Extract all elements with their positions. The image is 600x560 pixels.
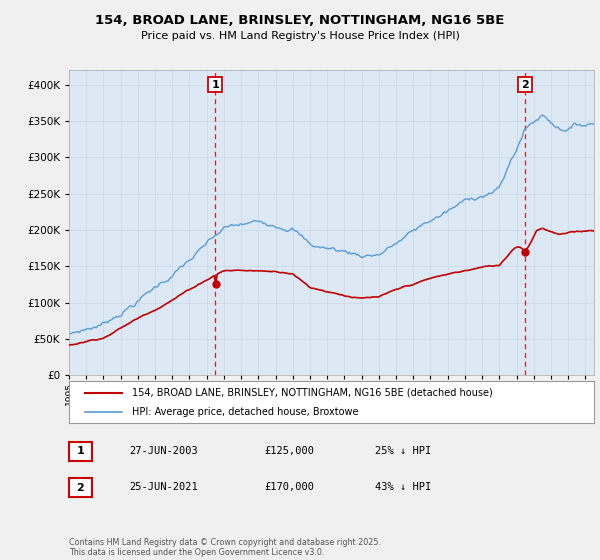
Text: 25% ↓ HPI: 25% ↓ HPI	[375, 446, 431, 456]
Text: 25-JUN-2021: 25-JUN-2021	[129, 482, 198, 492]
Text: 154, BROAD LANE, BRINSLEY, NOTTINGHAM, NG16 5BE (detached house): 154, BROAD LANE, BRINSLEY, NOTTINGHAM, N…	[132, 388, 493, 398]
Text: 27-JUN-2003: 27-JUN-2003	[129, 446, 198, 456]
Text: £170,000: £170,000	[264, 482, 314, 492]
Text: Price paid vs. HM Land Registry's House Price Index (HPI): Price paid vs. HM Land Registry's House …	[140, 31, 460, 41]
Text: Contains HM Land Registry data © Crown copyright and database right 2025.
This d: Contains HM Land Registry data © Crown c…	[69, 538, 381, 557]
Text: 43% ↓ HPI: 43% ↓ HPI	[375, 482, 431, 492]
Text: 1: 1	[211, 80, 219, 90]
Text: HPI: Average price, detached house, Broxtowe: HPI: Average price, detached house, Brox…	[132, 407, 359, 417]
Text: 1: 1	[77, 446, 84, 456]
Text: 2: 2	[77, 483, 84, 493]
Text: £125,000: £125,000	[264, 446, 314, 456]
Text: 154, BROAD LANE, BRINSLEY, NOTTINGHAM, NG16 5BE: 154, BROAD LANE, BRINSLEY, NOTTINGHAM, N…	[95, 14, 505, 27]
Text: 2: 2	[521, 80, 529, 90]
